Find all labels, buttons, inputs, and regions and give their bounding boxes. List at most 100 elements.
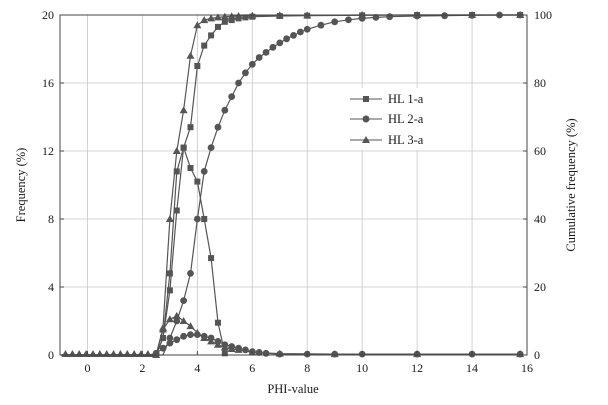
- circle-marker: [207, 144, 215, 152]
- circle-marker: [180, 332, 188, 340]
- triangle-marker: [213, 340, 222, 348]
- circle-marker: [180, 297, 188, 304]
- circle-marker: [276, 39, 284, 47]
- triangle-marker: [193, 21, 202, 29]
- x-tick-label: 4: [194, 361, 200, 375]
- triangle-marker: [179, 106, 188, 114]
- legend: HL 1-a HL 2-a HL 3-a: [344, 88, 438, 150]
- circle-marker: [187, 331, 194, 338]
- circle-marker: [386, 13, 394, 21]
- series-2-cumulative-line: [61, 14, 521, 356]
- triangle-marker-icon: [362, 136, 370, 143]
- triangle-marker: [207, 14, 216, 22]
- circle-marker: [290, 32, 297, 39]
- triangle-marker: [207, 337, 216, 345]
- triangle-marker: [227, 345, 236, 353]
- triangle-marker: [165, 215, 174, 222]
- square-marker: [221, 350, 228, 357]
- triangle-marker: [220, 12, 229, 20]
- circle-marker: [235, 79, 242, 87]
- triangle-marker: [220, 343, 229, 351]
- circle-marker: [200, 168, 208, 175]
- triangle-marker: [172, 147, 181, 154]
- grid: [60, 14, 528, 356]
- triangle-marker: [172, 311, 181, 319]
- circle-marker: [262, 49, 270, 56]
- circle-marker: [242, 69, 249, 77]
- square-marker-icon: [363, 96, 369, 102]
- circle-marker: [166, 334, 174, 342]
- square-marker: [187, 124, 194, 131]
- circle-marker: [317, 21, 325, 29]
- y-tick-label: 4: [48, 280, 54, 294]
- y2-tick-label: 40: [534, 212, 546, 226]
- x-tick-label: 16: [521, 361, 533, 375]
- y-tick-label: 12: [42, 144, 54, 158]
- y2-tick-label: 20: [534, 280, 546, 294]
- circle-marker: [372, 13, 380, 21]
- plot-frame: [59, 14, 528, 356]
- x-tick-label: 12: [411, 361, 423, 375]
- x-tick-label: 2: [139, 361, 145, 375]
- square-marker: [173, 168, 180, 175]
- legend-entry-hl-2-a: HL 2-a: [350, 112, 424, 126]
- legend-entry-hl-3-a: HL 3-a: [350, 133, 424, 147]
- y-tick-label: 16: [42, 76, 54, 90]
- y-tick-label: 8: [48, 212, 54, 226]
- square-marker: [221, 18, 228, 25]
- x-tick-label: 6: [249, 361, 255, 375]
- y2-axis-label: Cumulative frequency (%): [564, 118, 578, 251]
- circle-marker: [173, 336, 181, 344]
- triangle-marker: [165, 315, 174, 323]
- triangle-marker: [193, 328, 202, 336]
- legend-label: HL 1-a: [388, 92, 424, 106]
- circle-marker: [255, 54, 263, 61]
- square-marker: [214, 319, 221, 326]
- y-tick-label: 0: [48, 348, 54, 362]
- plot-background: [60, 15, 527, 355]
- circle-marker: [345, 16, 352, 24]
- square-marker: [187, 165, 194, 171]
- x-tick-label: 8: [304, 361, 310, 375]
- triangle-marker: [200, 16, 209, 24]
- square-marker: [201, 216, 208, 222]
- square-marker: [214, 23, 221, 30]
- legend-label: HL 3-a: [388, 133, 424, 147]
- triangle-marker: [234, 12, 243, 20]
- square-marker: [166, 270, 173, 277]
- y2-tick-label: 100: [534, 8, 552, 22]
- square-marker: [194, 63, 201, 69]
- triangle-marker: [213, 13, 222, 21]
- square-marker: [208, 32, 215, 39]
- square-marker: [208, 255, 215, 262]
- y2-tick-label: 80: [534, 76, 546, 90]
- circle-marker: [193, 215, 201, 223]
- x-tick-label: 10: [356, 361, 368, 375]
- x-tick-label: 14: [466, 361, 478, 375]
- circle-marker: [248, 60, 256, 68]
- x-axis-label: PHI-value: [267, 382, 319, 396]
- square-marker: [194, 178, 201, 185]
- triangle-marker: [159, 323, 168, 331]
- circle-marker: [214, 123, 222, 131]
- triangle-marker: [179, 317, 188, 324]
- circle-marker: [221, 106, 229, 114]
- circle-marker: [187, 270, 194, 277]
- triangle-marker: [186, 322, 195, 330]
- circle-marker: [296, 28, 304, 36]
- circle-marker: [303, 25, 311, 33]
- triangle-marker: [227, 12, 236, 20]
- square-marker: [228, 17, 235, 24]
- circle-marker: [228, 93, 236, 100]
- square-marker: [180, 144, 187, 151]
- circle-marker: [269, 43, 277, 51]
- y2-tick-label: 0: [534, 348, 540, 362]
- triangle-marker: [186, 51, 195, 59]
- y-tick-label: 20: [42, 8, 54, 22]
- square-marker: [173, 207, 180, 214]
- circle-marker: [173, 317, 181, 325]
- legend-entry-hl-1-a: HL 1-a: [350, 92, 424, 106]
- triangle-marker: [234, 345, 243, 353]
